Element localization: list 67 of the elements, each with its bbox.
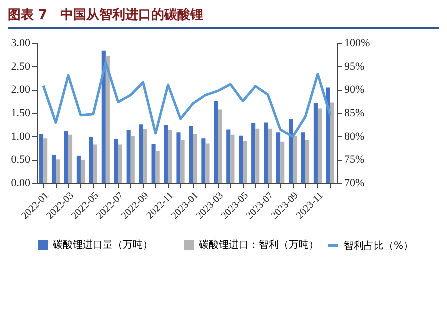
bar <box>206 144 210 183</box>
bar <box>189 126 194 183</box>
bar <box>218 110 222 183</box>
bar <box>252 123 256 183</box>
bar <box>52 155 56 183</box>
y-tick-label: 0.00 <box>11 178 31 190</box>
bar <box>76 156 81 183</box>
bar <box>118 144 122 183</box>
bar <box>68 134 73 183</box>
legend-label: 智利占比（%） <box>344 240 414 252</box>
y-tick-label: 1.00 <box>11 130 31 143</box>
line-series <box>42 61 332 138</box>
bar <box>39 134 44 183</box>
bar <box>326 88 330 183</box>
bar <box>64 131 68 183</box>
bar <box>176 132 181 183</box>
legend-label: 碳酸锂进口量（万吨） <box>52 239 153 251</box>
bar <box>44 138 48 183</box>
y2-tick-label: 85% <box>344 108 365 120</box>
bar <box>314 103 318 183</box>
y-tick-label: 3.00 <box>11 38 31 50</box>
legend-label: 碳酸锂进口：智利（万吨） <box>198 239 319 251</box>
y-tick-label: 0.50 <box>11 154 31 166</box>
bar <box>256 128 260 183</box>
bar <box>56 160 60 183</box>
bar <box>288 119 294 183</box>
bar <box>264 122 268 183</box>
bar <box>102 50 106 183</box>
bar <box>293 136 298 183</box>
bar <box>280 142 285 183</box>
bar <box>243 141 248 183</box>
y2-tick-label: 70% <box>344 178 365 190</box>
bar <box>318 108 322 183</box>
bar <box>276 132 281 183</box>
bar <box>164 125 168 183</box>
bar <box>139 124 144 183</box>
bar <box>226 130 231 183</box>
bar <box>202 138 206 183</box>
bar <box>168 130 172 183</box>
bar <box>330 102 335 183</box>
bar <box>126 130 131 183</box>
bar <box>106 56 110 183</box>
bar <box>152 144 156 183</box>
y2-tick-label: 95% <box>344 60 365 73</box>
bar <box>93 144 98 183</box>
bar <box>180 140 185 183</box>
y2-tick-label: 100% <box>344 38 370 50</box>
bar <box>301 132 306 183</box>
y-tick-label: 2.50 <box>11 60 31 73</box>
y2-tick-label: 75% <box>344 154 365 166</box>
y-tick-label: 2.00 <box>11 84 31 96</box>
bar <box>230 134 235 183</box>
bar <box>239 136 244 183</box>
chart-title: 图表 7 中国从智利进口的碳酸锂 <box>8 6 439 29</box>
bar <box>89 137 94 183</box>
bar <box>268 128 272 183</box>
bar <box>143 129 148 183</box>
y2-tick-label: 90% <box>344 84 365 96</box>
bar <box>306 140 310 183</box>
y2-tick-label: 80% <box>344 130 365 143</box>
bar <box>130 136 135 183</box>
bar <box>114 139 118 183</box>
y-tick-label: 1.50 <box>11 108 31 120</box>
bar <box>214 101 218 183</box>
bar <box>156 151 160 183</box>
bar <box>80 160 86 183</box>
bar <box>193 134 198 183</box>
